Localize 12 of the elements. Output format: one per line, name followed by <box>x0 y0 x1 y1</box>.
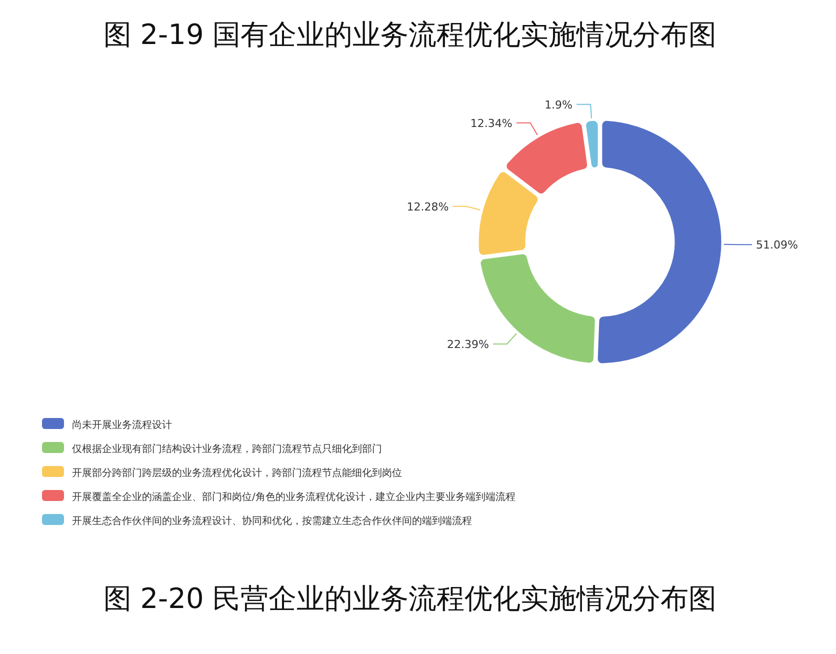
legend-label: 开展部分跨部门跨层级的业务流程优化设计，跨部门流程节点能细化到岗位 <box>72 467 402 479</box>
data-label: 12.28% <box>406 200 449 214</box>
caption: 图 2-20 民营企业的业务流程优化实施情况分布图 <box>103 582 717 615</box>
legend-label: 开展覆盖全企业的涵盖企业、部门和岗位/角色的业务流程优化设计，建立企业内主要业务端到端流程 <box>72 491 516 503</box>
legend-label: 仅根据企业现有部门结构设计业务流程，跨部门流程节点只细化到部门 <box>72 443 382 455</box>
data-label: 22.39% <box>447 338 489 351</box>
data-label: 1.9% <box>544 98 573 112</box>
chart-title: 图 2-19 国有企业的业务流程优化实施情况分布图 <box>103 18 717 51</box>
legend-label: 尚未开展业务流程设计 <box>72 419 172 431</box>
data-label: 12.34% <box>470 116 512 130</box>
data-label: 51.09% <box>756 238 798 252</box>
legend-label: 开展生态合作伙伴间的业务流程设计、协同和优化，按需建立生态合作伙伴间的端到端流程 <box>72 515 472 527</box>
